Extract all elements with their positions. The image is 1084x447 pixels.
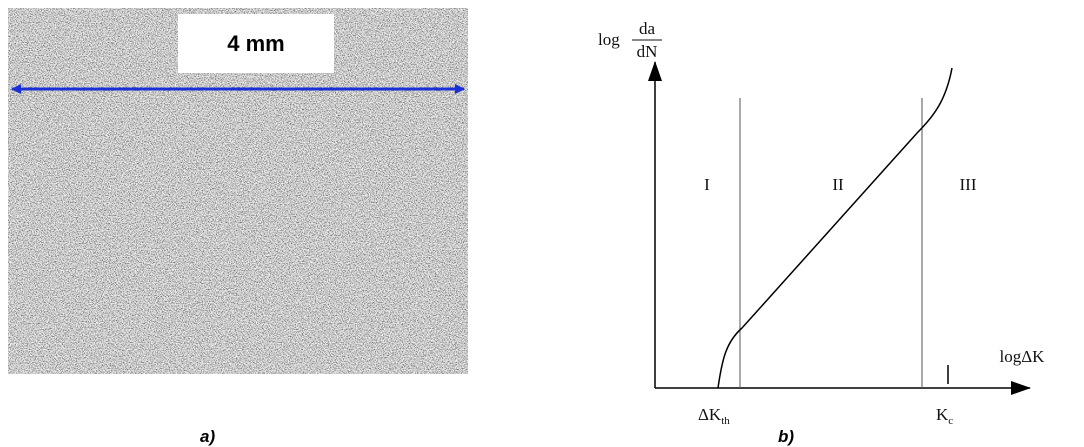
panel-b: log da dN logΔK I II III ΔKth Kc b) xyxy=(598,19,1045,446)
crack-growth-curve xyxy=(718,68,952,388)
caption: b) xyxy=(778,427,794,446)
caption: a) xyxy=(200,427,215,446)
y-label-prefix: log xyxy=(598,30,620,49)
x-mark-main: ΔK xyxy=(698,405,722,424)
region-label: II xyxy=(832,175,844,194)
y-label-numerator: da xyxy=(639,19,656,38)
figure: 4 mm a) log da dN logΔK I II III ΔKth Kc… xyxy=(0,0,1084,447)
x-label: logΔK xyxy=(1000,347,1046,366)
x-mark-main: K xyxy=(936,405,949,424)
x-mark-label: Kc xyxy=(936,405,953,427)
region-label: III xyxy=(960,175,977,194)
panel-a: 4 mm a) xyxy=(8,8,468,446)
y-label-denominator: dN xyxy=(637,42,658,61)
region-label: I xyxy=(704,175,710,194)
x-mark-label: ΔKth xyxy=(698,405,730,427)
x-mark-sub: th xyxy=(721,415,730,427)
scale-label: 4 mm xyxy=(227,31,284,56)
x-mark-sub: c xyxy=(948,415,953,427)
